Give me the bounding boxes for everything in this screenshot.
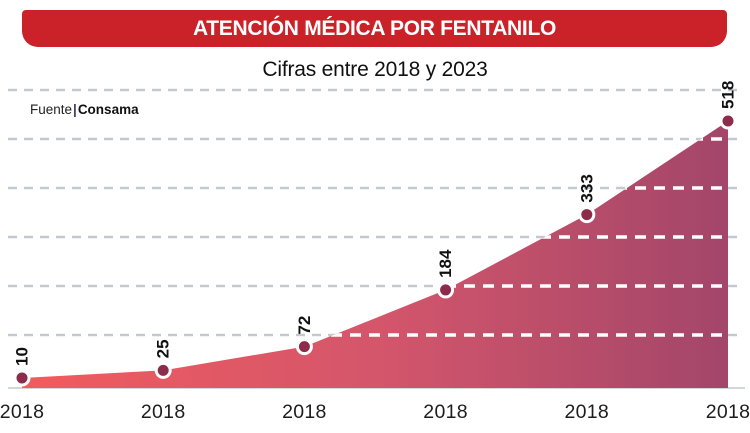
source-prefix: Fuente (30, 102, 73, 117)
chart-svg: 10 25 72 184 333 518 2018 2018 2018 2018 2018 2018 (0, 81, 750, 423)
value-label: 333 (577, 174, 596, 202)
value-label: 72 (295, 316, 314, 335)
value-label: 10 (13, 347, 32, 366)
x-axis-label: 2018 (141, 401, 186, 423)
area-fill (22, 120, 728, 388)
source-name: Consama (77, 102, 139, 117)
data-point (719, 112, 737, 130)
title-banner: ATENCIÓN MÉDICA POR FENTANILO (22, 10, 727, 47)
x-axis-label: 2018 (0, 401, 44, 423)
x-axis-label: 2018 (565, 401, 610, 423)
value-label: 518 (719, 81, 738, 109)
chart-subtitle: Cifras entre 2018 y 2023 (262, 58, 488, 81)
data-point (295, 338, 313, 356)
chart-title: ATENCIÓN MÉDICA POR FENTANILO (192, 16, 557, 40)
data-point (13, 369, 31, 387)
data-point (154, 361, 172, 379)
value-label: 184 (436, 249, 455, 278)
x-axis-label: 2018 (423, 401, 468, 423)
x-axis-label: 2018 (706, 401, 750, 423)
data-point (437, 281, 455, 299)
source-separator: | (73, 102, 77, 117)
data-point (578, 206, 596, 224)
x-axis-label: 2018 (282, 401, 327, 423)
value-label: 25 (154, 339, 173, 358)
source-label: Fuente|Consama (30, 102, 139, 117)
